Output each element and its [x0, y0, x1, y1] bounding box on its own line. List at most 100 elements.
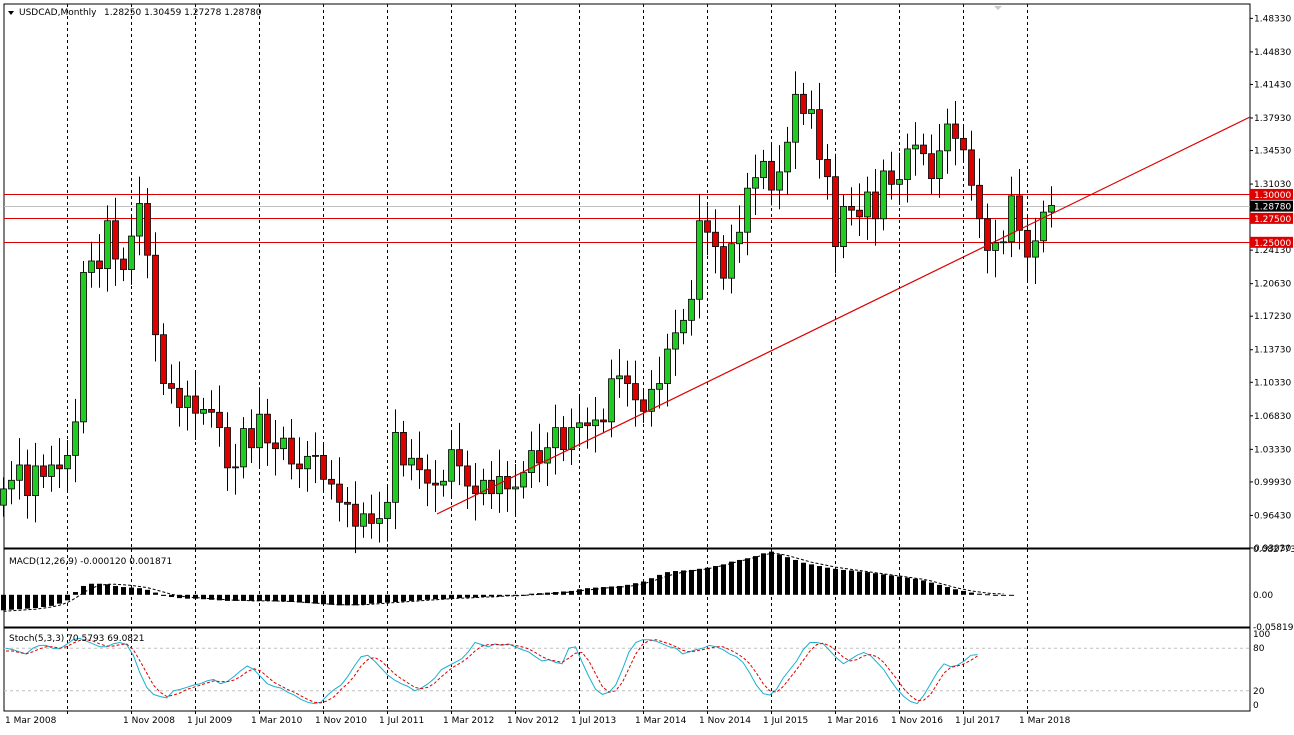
x-tick-label: 1 Mar 2010 — [251, 716, 303, 726]
bull-candle — [256, 413, 263, 449]
y-tick-label: 1.34530 — [1254, 147, 1291, 157]
y-tick-label: 1.06830 — [1254, 412, 1291, 422]
macd-bar — [457, 594, 462, 599]
vertical-grid — [67, 4, 1028, 711]
bear-candle — [176, 387, 183, 408]
level-price-tag — [1250, 212, 1293, 224]
bear-candle — [192, 395, 199, 414]
macd-bar — [585, 588, 590, 595]
bull-candle — [552, 427, 559, 449]
macd-bar — [841, 569, 846, 595]
macd-bar — [881, 574, 886, 595]
bull-candle — [240, 428, 247, 468]
bull-candle — [592, 419, 599, 427]
chart-shift-marker-icon[interactable] — [994, 6, 1002, 10]
macd-bar — [137, 588, 142, 595]
x-tick-label: 1 Nov 2016 — [891, 716, 943, 726]
bear-candle — [984, 218, 991, 251]
macd-bar — [681, 570, 686, 595]
price-header: USDCAD,Monthly 1.28250 1.30459 1.27278 1… — [8, 8, 262, 18]
bear-candle — [288, 437, 295, 465]
level-price-label: 1.27500 — [1254, 215, 1291, 225]
macd-bar — [969, 592, 974, 595]
macd-bar — [561, 591, 566, 595]
bear-candle — [600, 419, 607, 423]
bear-candle — [856, 209, 863, 218]
bear-candle — [320, 454, 327, 480]
bull-candle — [792, 93, 799, 143]
bull-candle — [608, 378, 615, 423]
bear-candle — [144, 203, 151, 256]
macd-bar — [353, 594, 358, 606]
bull-candle — [936, 150, 943, 179]
macd-bar — [529, 593, 534, 595]
bear-candle — [112, 220, 119, 260]
x-tick-label: 1 Mar 2014 — [635, 716, 687, 726]
bear-candle — [704, 220, 711, 233]
y-tick-label: 0.96430 — [1254, 511, 1291, 521]
macd-bar — [609, 586, 614, 595]
level-price-tag — [1250, 188, 1293, 200]
bear-candle — [952, 123, 959, 139]
macd-bar — [729, 561, 734, 595]
macd-bar — [9, 594, 14, 610]
x-tick-label: 1 Jul 2011 — [379, 716, 424, 726]
dropdown-triangle-icon[interactable] — [8, 11, 14, 15]
macd-bar — [889, 575, 894, 595]
bull-candle — [688, 298, 695, 321]
macd-bar — [417, 594, 422, 601]
macd-bar — [785, 557, 790, 595]
x-tick-label: 1 Nov 2012 — [507, 716, 559, 726]
macd-bar — [425, 594, 430, 600]
macd-bar — [977, 593, 982, 595]
macd-bar — [761, 553, 766, 595]
bear-candle — [168, 383, 175, 389]
bear-candle — [536, 450, 543, 464]
macd-bar — [33, 594, 38, 609]
bull-candle — [904, 148, 911, 180]
stoch-header: Stoch(5,3,3) 70.5793 69.0821 — [9, 634, 144, 644]
current-price-tag — [1250, 200, 1293, 212]
bear-candle — [712, 231, 719, 247]
macd-bar — [601, 587, 606, 595]
bear-candle — [928, 153, 935, 179]
y-tick-label: 1.37930 — [1254, 114, 1291, 124]
y-tick-label: 1.10330 — [1254, 378, 1291, 388]
bear-candle — [56, 464, 63, 470]
macd-bar — [657, 574, 662, 595]
bear-candle — [400, 431, 407, 466]
bear-candle — [560, 427, 567, 451]
symbol-label: USDCAD,Monthly — [19, 8, 97, 18]
macd-bar — [985, 594, 990, 596]
macd-bar — [177, 594, 182, 599]
bear-candle — [432, 482, 439, 486]
bear-candle — [24, 464, 31, 497]
bear-candle — [824, 159, 831, 178]
bear-candle — [632, 383, 639, 401]
bear-candle — [832, 176, 839, 247]
macd-bar — [753, 556, 758, 595]
bear-candle — [424, 469, 431, 484]
macd-bar — [249, 594, 254, 601]
macd-bar — [233, 594, 238, 601]
macd-bar — [665, 572, 670, 595]
macd-bar — [929, 582, 934, 595]
time-axis: 1 Mar 2008 1 Nov 2008 1 Jul 2009 1 Mar 2010… — [5, 711, 1071, 726]
trendline[interactable] — [436, 116, 1251, 515]
bull-candle — [32, 465, 39, 497]
bull-candle — [880, 170, 887, 220]
stoch-tick-label: 100 — [1253, 630, 1270, 640]
bear-candle — [768, 160, 775, 191]
y-tick-label: 0.93030 — [1254, 544, 1291, 554]
bull-candle — [840, 205, 847, 247]
bear-candle — [640, 399, 647, 412]
macd-bar — [161, 594, 166, 596]
bear-candle — [456, 449, 463, 467]
macd-bar — [433, 594, 438, 600]
macd-bar — [1001, 594, 1006, 596]
macd-bar — [473, 594, 478, 598]
macd-bar — [73, 592, 78, 595]
bear-candle — [872, 191, 879, 220]
bull-candle — [232, 466, 239, 469]
